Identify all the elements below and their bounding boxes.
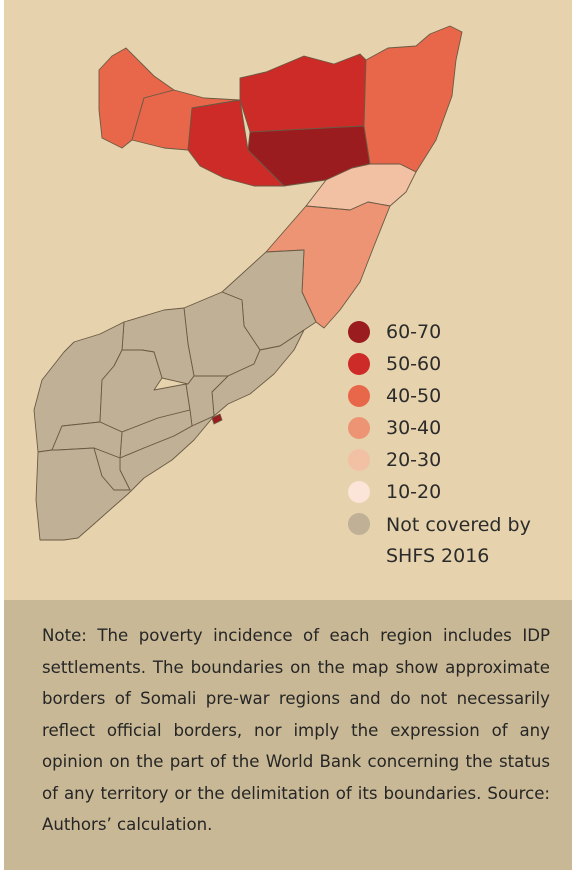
legend-item-40-50: 40-50 [348, 382, 558, 414]
note-box: Note: The poverty incidence of each regi… [4, 600, 572, 870]
region-northeast [363, 25, 463, 173]
legend-swatch [348, 417, 370, 439]
legend-label: 50-60 [386, 353, 442, 375]
map-legend: 60-70 50-60 40-50 30-40 20-30 10-20 [348, 318, 558, 574]
legend-label: 20-30 [386, 449, 442, 471]
region-north-central [239, 53, 367, 133]
legend-swatch [348, 449, 370, 471]
legend-swatch [348, 321, 370, 343]
legend-swatch [348, 353, 370, 375]
legend-label: 60-70 [386, 321, 442, 343]
map-area: 60-70 50-60 40-50 30-40 20-30 10-20 [4, 0, 572, 598]
legend-swatch [348, 385, 370, 407]
region-mogadishu [211, 413, 223, 425]
legend-item-not-covered: Not covered by SHFS 2016 [348, 510, 558, 574]
legend-swatch [348, 481, 370, 503]
legend-label: 40-50 [386, 385, 442, 407]
legend-label: 10-20 [386, 481, 442, 503]
region-south-6 [211, 329, 305, 417]
somalia-map [33, 25, 463, 541]
legend-swatch [348, 513, 370, 535]
figure-panel: 60-70 50-60 40-50 30-40 20-30 10-20 [4, 0, 572, 870]
legend-label: 30-40 [386, 417, 442, 439]
note-text: Note: The poverty incidence of each regi… [42, 626, 550, 834]
legend-label: Not covered by SHFS 2016 [386, 514, 531, 567]
legend-item-50-60: 50-60 [348, 350, 558, 382]
legend-item-60-70: 60-70 [348, 318, 558, 350]
legend-item-10-20: 10-20 [348, 478, 558, 510]
legend-item-20-30: 20-30 [348, 446, 558, 478]
region-south-11 [93, 447, 131, 491]
legend-item-30-40: 30-40 [348, 414, 558, 446]
